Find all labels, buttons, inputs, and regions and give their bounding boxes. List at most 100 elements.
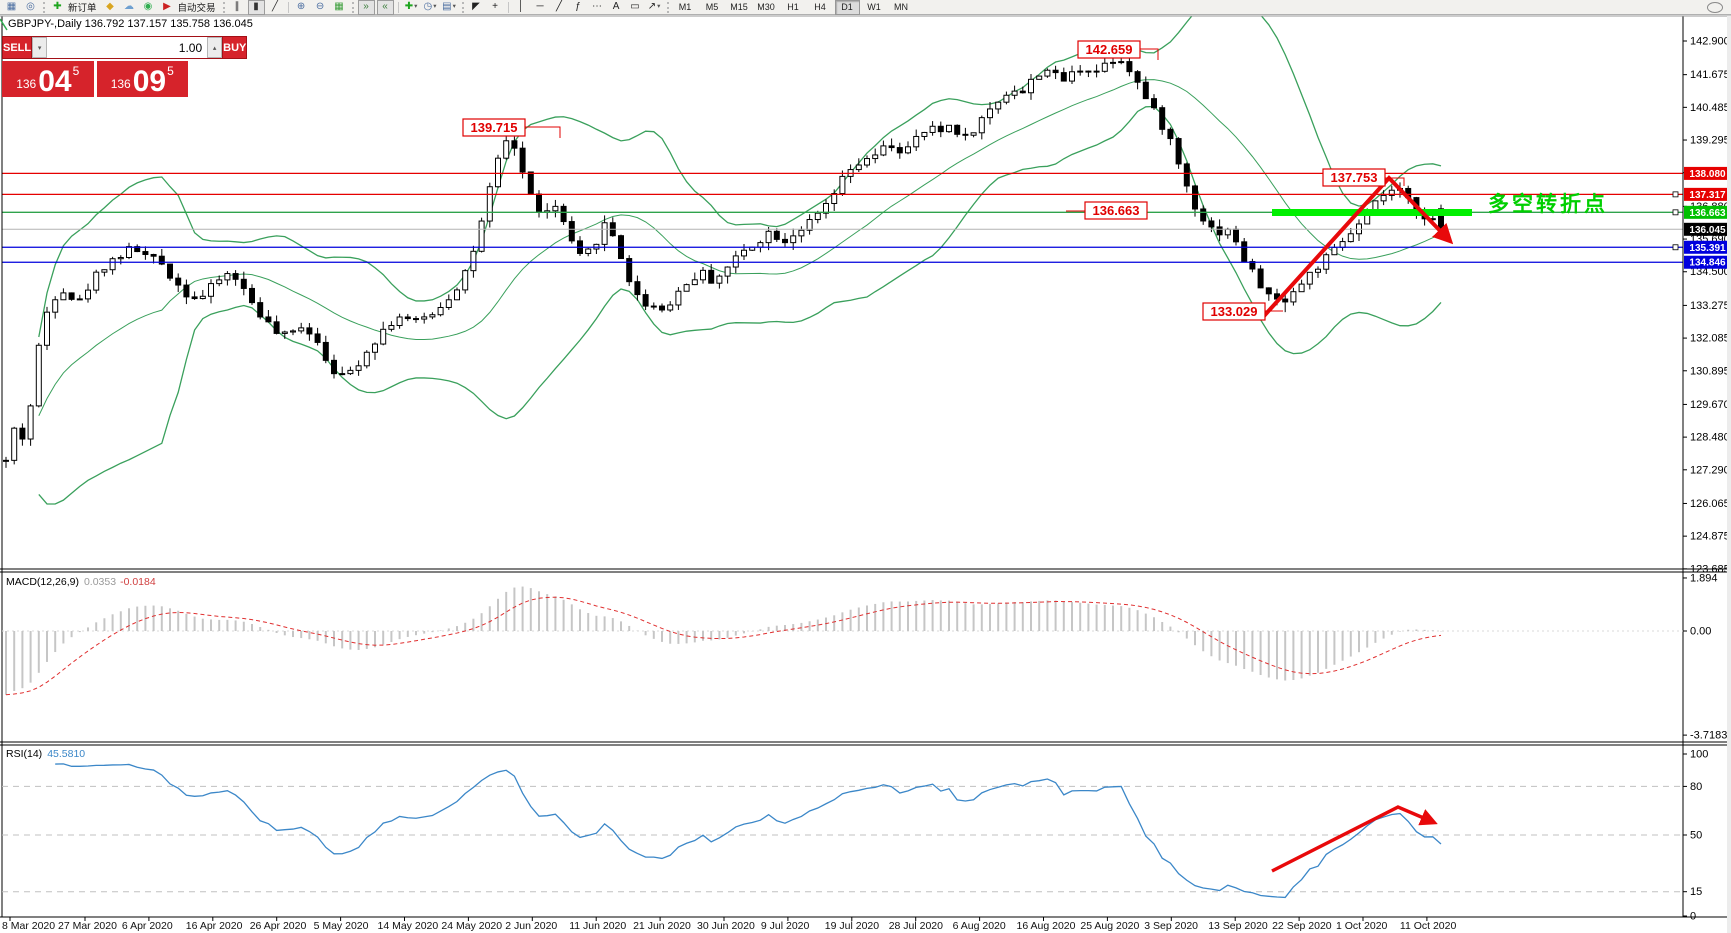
- svg-text:123.685: 123.685: [1690, 563, 1730, 575]
- text-icon[interactable]: A: [612, 1, 620, 12]
- toolbar-separator: [287, 1, 289, 13]
- buy-button[interactable]: BUY: [222, 36, 248, 59]
- toolbar-separator: [397, 1, 399, 13]
- svg-text:124.875: 124.875: [1690, 531, 1730, 543]
- svg-text:30 Jun 2020: 30 Jun 2020: [697, 920, 755, 932]
- svg-text:133.275: 133.275: [1690, 300, 1730, 312]
- sell-button[interactable]: SELL: [2, 36, 33, 59]
- support-zone-bar[interactable]: [1272, 209, 1472, 216]
- timeframe-button-h1[interactable]: H1: [787, 2, 799, 12]
- svg-text:132.085: 132.085: [1690, 333, 1730, 345]
- sell-price-display[interactable]: 136 04 5: [2, 61, 94, 97]
- timeframe-button-m5[interactable]: M5: [705, 2, 719, 12]
- gold-icon[interactable]: ◆: [106, 1, 114, 12]
- chat-icon[interactable]: [1707, 1, 1723, 13]
- svg-text:142.659: 142.659: [1086, 42, 1133, 57]
- svg-text:139.295: 139.295: [1690, 135, 1730, 147]
- chevron-down-icon: ▾: [452, 2, 456, 10]
- crosshair-icon[interactable]: +: [492, 1, 498, 12]
- timeframe-button-m15[interactable]: M15: [730, 2, 748, 12]
- bar-chart-icon[interactable]: ∥: [234, 1, 240, 12]
- trend-arrow-rsi[interactable]: [1271, 805, 1438, 873]
- chart-shift-icon[interactable]: «: [376, 0, 394, 15]
- svg-text:2 Jun 2020: 2 Jun 2020: [505, 920, 557, 932]
- autotrading-icon-label: 自动交易: [177, 3, 216, 14]
- pane-separators[interactable]: [0, 15, 1731, 918]
- autotrading-icon[interactable]: ▶: [163, 1, 171, 12]
- svg-text:24 May 2020: 24 May 2020: [441, 920, 502, 932]
- timeframe-button-m30[interactable]: M30: [757, 2, 775, 12]
- auto-scroll-icon[interactable]: »: [357, 0, 375, 15]
- shapes-icon[interactable]: ↗ ▾: [647, 1, 661, 12]
- svg-text:15: 15: [1690, 886, 1702, 898]
- label-icon[interactable]: ▭: [630, 1, 640, 12]
- cursor-icon[interactable]: ◤: [472, 1, 480, 12]
- price-label-annotations[interactable]: 142.659 139.715 137.753 136.663 133.029: [462, 40, 1405, 321]
- one-click-trading-panel: SELL ▾ ▴ BUY 136 04 5 136 09 5: [2, 36, 248, 97]
- svg-text:22 Sep 2020: 22 Sep 2020: [1272, 920, 1332, 932]
- svg-text:80: 80: [1690, 781, 1702, 793]
- zoom-out-icon[interactable]: ⊖: [315, 1, 325, 12]
- svg-text:137.753: 137.753: [1331, 170, 1378, 185]
- templates-icon[interactable]: ▤ ▾: [442, 1, 456, 12]
- line-chart-icon[interactable]: ╱: [272, 1, 279, 12]
- svg-text:134.846: 134.846: [1689, 258, 1726, 269]
- volume-input[interactable]: [47, 37, 208, 58]
- toolbar-grip: [43, 1, 45, 13]
- rsi-pane: [2, 763, 1683, 899]
- timeframe-button-w1[interactable]: W1: [867, 2, 881, 12]
- macd-indicator-label: MACD(12,26,9) 0.0353 -0.0184: [6, 576, 156, 588]
- candles-layer: [3, 47, 1444, 468]
- sell-price-main: 04: [38, 65, 72, 98]
- candlestick-icon[interactable]: ▮: [247, 0, 265, 15]
- timeframe-button-mn[interactable]: MN: [894, 2, 909, 12]
- svg-text:136.045: 136.045: [1689, 225, 1726, 236]
- preview-zoom-icon[interactable]: ◎: [26, 1, 35, 12]
- horizontal-line-icon[interactable]: ─: [536, 1, 544, 12]
- macd-axis: 1.894 0.00 -3.7183: [1683, 572, 1727, 742]
- horizontal-lines[interactable]: [2, 172, 1683, 263]
- right-scroll-strip[interactable]: [1727, 16, 1731, 933]
- svg-text:19 Jul 2020: 19 Jul 2020: [825, 920, 879, 932]
- cloud-icon[interactable]: ☁: [124, 1, 135, 12]
- volume-decrease-button[interactable]: ▾: [32, 37, 48, 58]
- chevron-down-icon: ▾: [414, 2, 418, 10]
- buy-price-display[interactable]: 136 09 5: [96, 61, 188, 97]
- chart-window-icon[interactable]: ▦: [6, 1, 17, 12]
- zoom-in-icon[interactable]: ⊕: [296, 1, 306, 12]
- svg-text:-3.7183: -3.7183: [1690, 730, 1727, 742]
- svg-text:1 Oct 2020: 1 Oct 2020: [1336, 920, 1388, 932]
- svg-text:6 Aug 2020: 6 Aug 2020: [953, 920, 1006, 932]
- fibonacci-icon[interactable]: ƒ: [575, 1, 581, 12]
- vertical-line-icon[interactable]: │: [517, 1, 525, 12]
- timeframe-button-h4[interactable]: H4: [814, 2, 826, 12]
- turning-point-text[interactable]: 多空转折点: [1488, 192, 1608, 216]
- svg-text:0.00: 0.00: [1690, 626, 1711, 638]
- rsi-indicator-label: RSI(14) 45.5810: [6, 748, 85, 760]
- chart-title: GBPJPY-,Daily 136.792 137.157 135.758 13…: [8, 18, 253, 30]
- buy-price-sup: 5: [167, 64, 174, 78]
- svg-text:8 Mar 2020: 8 Mar 2020: [2, 920, 55, 932]
- svg-text:100: 100: [1690, 749, 1708, 761]
- trendline-icon[interactable]: ╱: [556, 1, 563, 12]
- indicators-icon[interactable]: ✚ ▾: [404, 1, 418, 12]
- signal-icon[interactable]: ◉: [143, 1, 153, 12]
- svg-text:135.391: 135.391: [1689, 243, 1726, 254]
- timeframe-button-m1[interactable]: M1: [678, 2, 692, 12]
- svg-text:13 Sep 2020: 13 Sep 2020: [1208, 920, 1268, 932]
- channel-icon[interactable]: ⋯: [592, 1, 603, 12]
- svg-text:141.675: 141.675: [1690, 69, 1730, 81]
- periods-icon[interactable]: ◷ ▾: [423, 1, 437, 12]
- rsi-axis: 100 80 50 15 0: [1683, 749, 1708, 923]
- object-anchor-mark: [0, 18, 8, 31]
- svg-text:21 Jun 2020: 21 Jun 2020: [633, 920, 691, 932]
- tile-windows-icon[interactable]: ▦: [334, 1, 344, 12]
- toolbar-grip: [666, 1, 669, 13]
- new-order-icon[interactable]: ✚: [53, 1, 62, 12]
- svg-text:134.500: 134.500: [1690, 266, 1730, 278]
- svg-text:26 Apr 2020: 26 Apr 2020: [250, 920, 307, 932]
- volume-increase-button[interactable]: ▴: [207, 37, 223, 58]
- timeframe-button-d1[interactable]: D1: [834, 0, 860, 15]
